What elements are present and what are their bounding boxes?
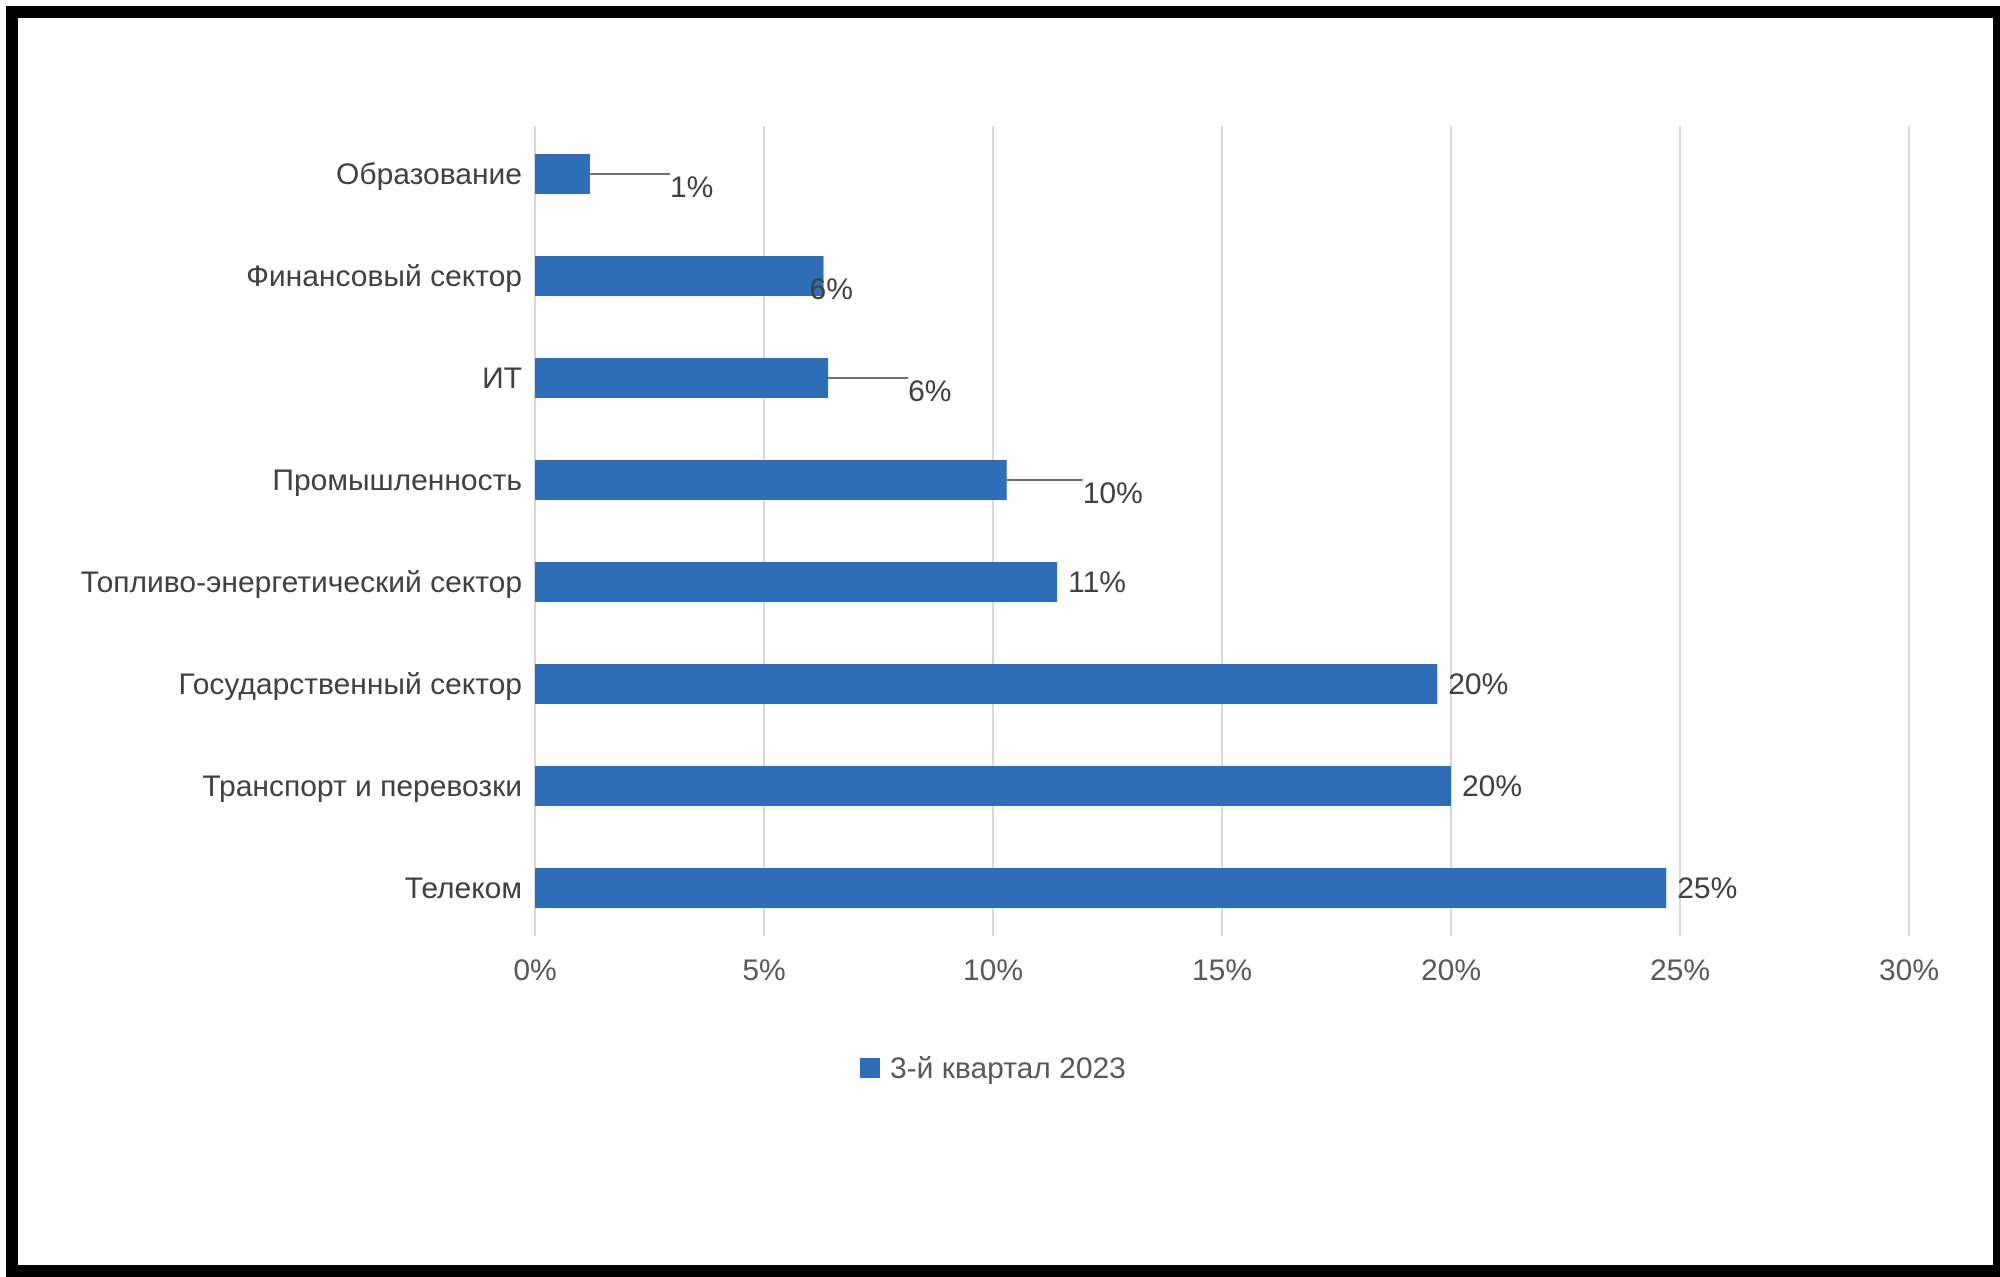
leader-lines	[589, 173, 1083, 481]
x-axis-tick-labels: 0% 5% 10% 15% 20% 25% 30%	[513, 954, 1939, 987]
x-tick-label: 10%	[963, 954, 1023, 987]
bar	[535, 766, 1451, 806]
bar	[535, 256, 824, 296]
data-labels: 1% 6% 6% 10% 11% 20% 20% 25%	[670, 171, 1737, 905]
legend-swatch	[860, 1058, 880, 1078]
data-label: 20%	[1448, 668, 1508, 701]
bar	[535, 460, 1007, 500]
x-tick-label: 25%	[1650, 954, 1710, 987]
data-label: 25%	[1677, 872, 1737, 905]
category-label: Государственный сектор	[178, 668, 522, 701]
data-label: 10%	[1083, 477, 1143, 510]
legend-label: 3-й квартал 2023	[890, 1052, 1126, 1085]
bar	[535, 868, 1667, 908]
data-label: 20%	[1462, 770, 1522, 803]
bar	[535, 664, 1438, 704]
bar-chart: 1% 6% 6% 10% 11% 20% 20% 25% Образование Финансо…	[81, 126, 1939, 1085]
data-label: 11%	[1068, 566, 1126, 599]
bar	[535, 154, 590, 194]
bar	[535, 562, 1058, 602]
category-label: Транспорт и перевозки	[202, 770, 522, 803]
category-label: Топливо-энергетический сектор	[81, 566, 522, 599]
data-label: 1%	[670, 171, 713, 204]
x-tick-label: 30%	[1879, 954, 1939, 987]
gridlines	[534, 126, 1910, 936]
category-label: Образование	[336, 158, 522, 191]
chart-frame: 1% 6% 6% 10% 11% 20% 20% 25% Образование Финансо…	[6, 6, 2000, 1277]
category-label: ИТ	[482, 362, 522, 395]
bars	[535, 154, 1667, 908]
x-tick-label: 5%	[742, 954, 785, 987]
category-label: Телеком	[405, 872, 522, 905]
category-label: Промышленность	[272, 464, 522, 497]
category-label: Финансовый сектор	[246, 260, 522, 293]
data-label: 6%	[810, 273, 853, 306]
bar	[535, 358, 829, 398]
legend: 3-й квартал 2023	[860, 1052, 1126, 1085]
x-tick-label: 20%	[1421, 954, 1481, 987]
x-tick-label: 15%	[1192, 954, 1252, 987]
category-labels: Образование Финансовый сектор ИТ Промышленн…	[81, 158, 522, 905]
x-tick-label: 0%	[513, 954, 556, 987]
data-label: 6%	[908, 375, 951, 408]
